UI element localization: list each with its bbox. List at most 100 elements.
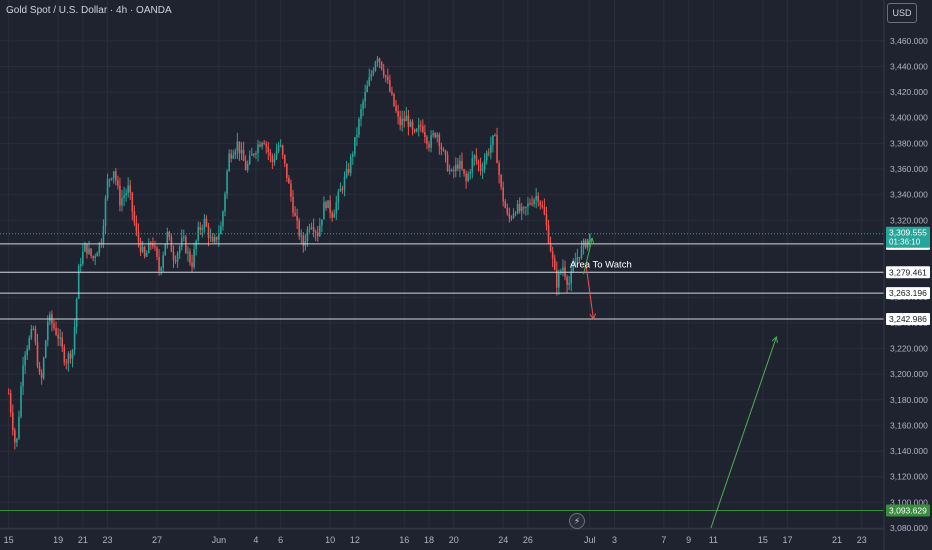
y-tick-label: 3,440.000 [890,61,928,71]
candle-body [92,255,94,258]
trend-arrows[interactable] [583,237,778,529]
candle-body [539,201,542,206]
candle-body [265,143,268,147]
candle-body [422,125,424,133]
last-price-label: 3,309.555 [889,228,927,238]
candle-body [205,218,208,227]
candle-body [193,249,195,267]
candle-body [327,200,329,209]
currency-button[interactable]: USD [887,3,917,23]
countdown-label: 01:36:10 [889,238,921,247]
candle-body [380,61,383,70]
candle-body [218,233,220,240]
candle-body [440,146,443,150]
candle-body [450,169,453,171]
candle-body [195,240,197,250]
candle-body [236,141,239,152]
candle-body [459,160,461,169]
candle-body [242,149,245,161]
candle-body [514,212,517,214]
x-tick-label: 21 [78,535,88,545]
candle-body [9,393,12,413]
candle-body [279,145,282,147]
candle-body [448,170,451,172]
candle-body [96,252,99,257]
candle-body [176,253,179,262]
candle-body [49,314,51,322]
candle-body [117,180,119,186]
candle-body [106,179,109,199]
candle-body [238,141,241,154]
candle-body [370,73,373,78]
x-tick-label: 7 [661,535,666,545]
candle-body [213,236,216,242]
candle-body [389,80,391,92]
arrow-head [587,237,595,245]
candle-body [312,227,315,232]
candle-body [310,227,313,229]
candle-body [533,199,535,205]
candle-body [131,192,134,212]
up-arrow[interactable] [710,336,777,529]
candle-body [273,159,276,162]
candle-body [362,101,364,109]
candle-body [541,205,544,207]
candle-body [545,214,548,226]
candle-body [378,58,381,62]
x-tick-label: 15 [758,535,768,545]
x-tick-label: 19 [53,535,63,545]
candle-body [304,241,307,246]
candle-body [207,226,210,238]
horizontal-levels[interactable] [0,233,884,512]
candle-body [483,160,486,170]
candle-body [82,251,84,265]
candle-body [240,149,243,154]
candle-body [426,136,428,144]
y-tick-label: 3,140.000 [890,446,928,456]
candle-body [372,70,375,74]
candle-body [376,58,379,63]
candle-body [366,85,368,93]
x-tick-label: Jun [212,535,227,545]
candle-body [115,171,117,181]
candle-body [75,298,78,327]
candle-body [178,246,181,254]
candle-body [586,239,589,248]
candle-body [36,342,39,367]
candle-body [26,348,28,356]
candle-body [226,171,228,194]
candle-body [228,153,230,172]
candle-body [384,75,387,78]
candle-body [73,326,76,350]
lightning-icon[interactable]: ⚡ [569,513,585,529]
candle-body [14,430,16,443]
time-axis[interactable]: 15 19 21 23 27 Jun 4 6 10 12 16 18 20 24 26 Jul 3 7 9 11 15 1… [0,528,884,545]
candle-body [168,231,171,238]
candle-body [32,328,35,330]
candle-body [203,218,206,229]
candle-body [397,111,399,117]
candle-body [354,137,356,155]
candle-body [77,266,80,299]
x-tick-label: 27 [152,535,162,545]
candle-body [230,153,232,159]
candle-body [42,357,45,378]
price-labels: 3,301.6063,279.4613,263.1963,242.9863,09… [886,226,930,517]
candle-body [325,202,327,209]
level-price-tag [886,266,930,279]
candle-body [531,203,533,205]
candle-body [487,152,490,154]
candle-body [294,213,296,216]
down-arrow[interactable] [585,265,594,320]
candle-body [463,169,465,174]
candle-body [434,133,436,138]
x-tick-label: 3 [612,535,617,545]
candle-body [471,158,474,172]
candle-body [244,160,247,170]
candle-body [59,337,61,339]
up-arrow[interactable] [583,238,593,275]
candle-body [127,185,129,193]
candle-body [391,91,393,94]
candle-body [154,246,156,248]
